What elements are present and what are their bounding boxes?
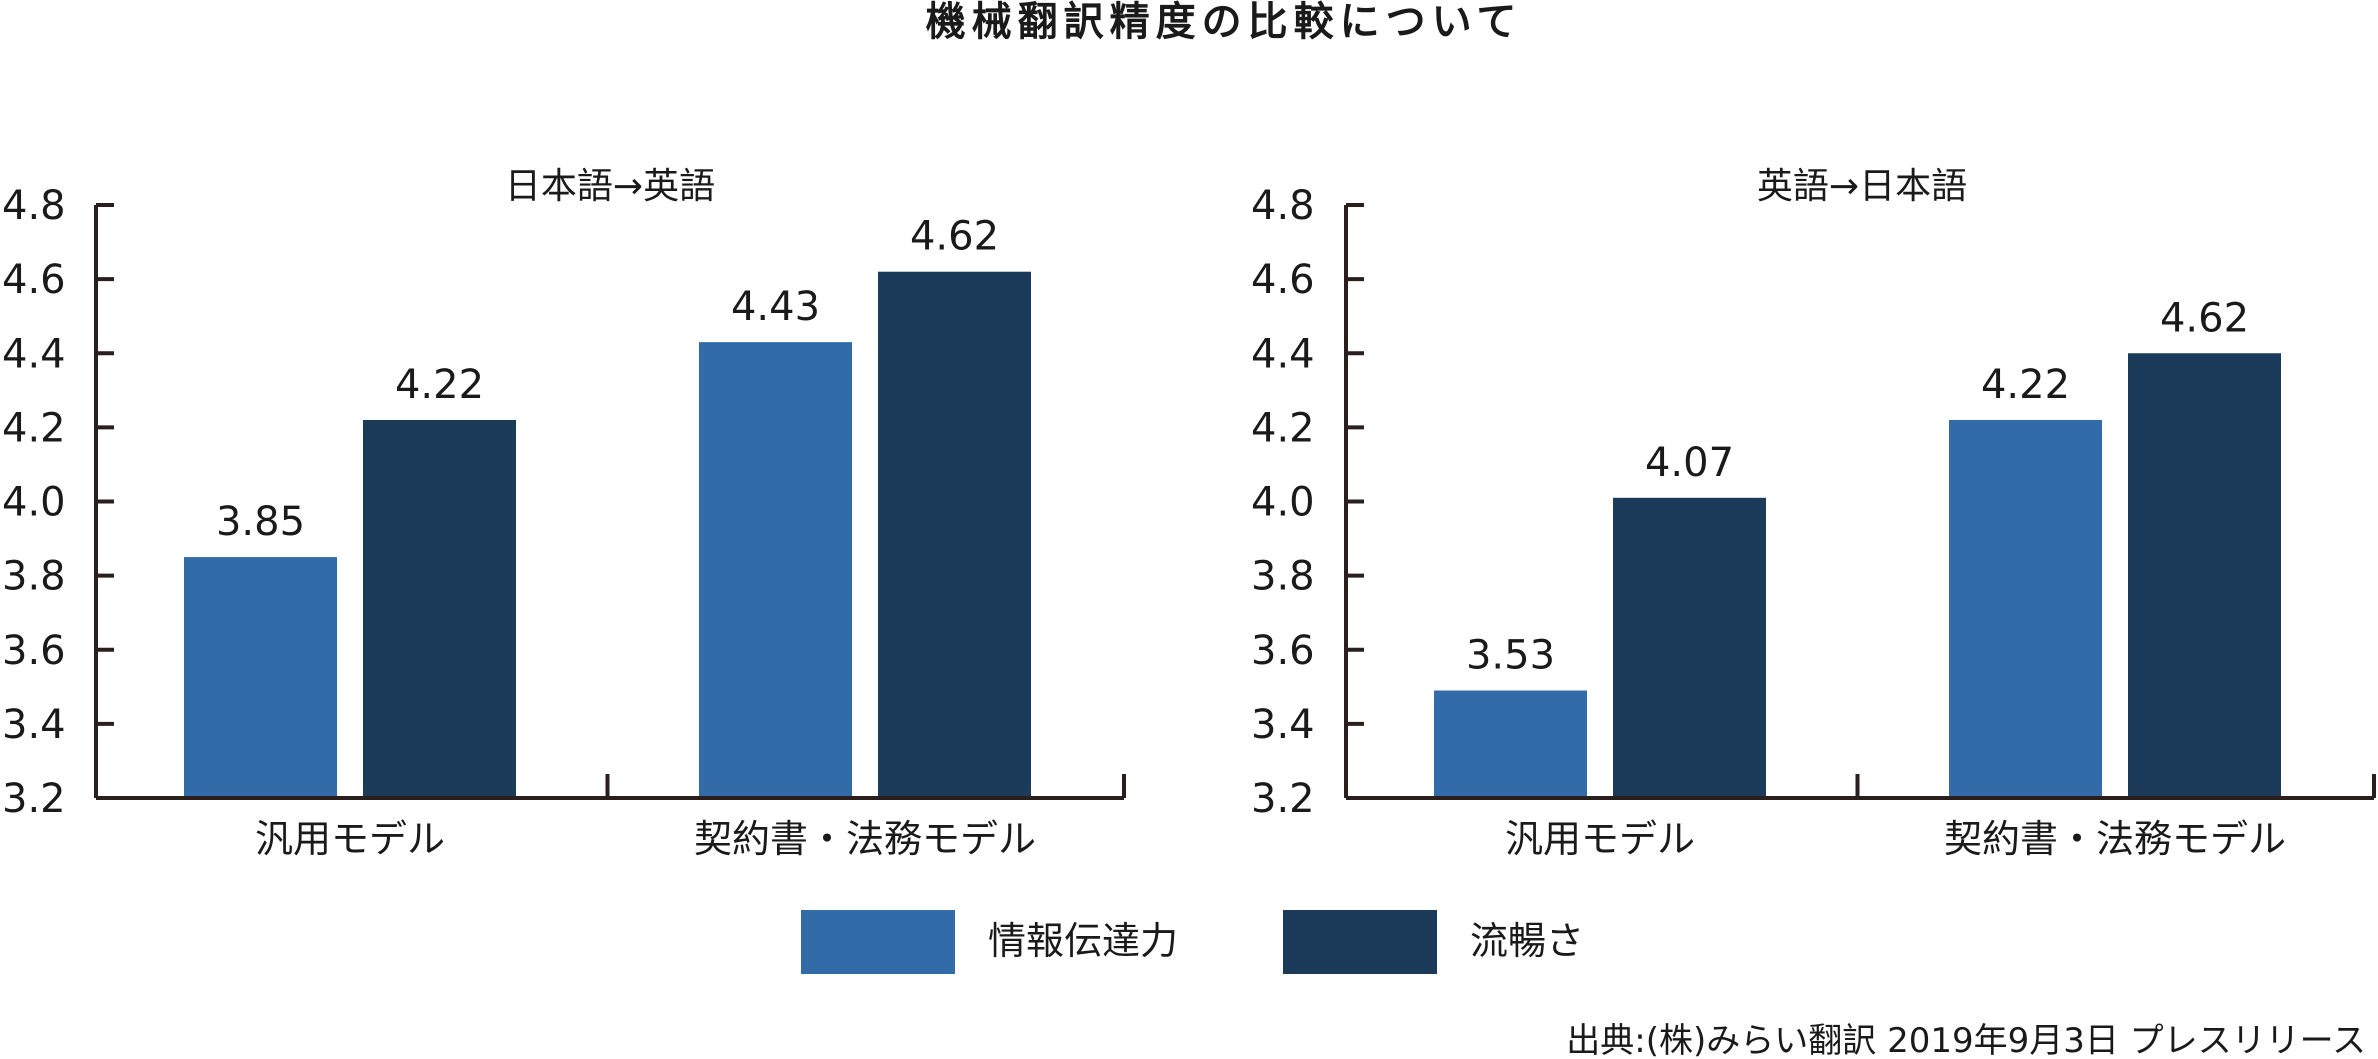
y-tick-label: 3.4 xyxy=(1251,702,1315,748)
data-label: 4.62 xyxy=(2160,295,2249,341)
bar-series1 xyxy=(699,342,852,796)
bar-series1 xyxy=(1949,419,2102,796)
x-category-label: 契約書・法務モデル xyxy=(694,817,1036,861)
data-label: 3.85 xyxy=(216,499,305,545)
legend-swatch xyxy=(1283,910,1437,974)
bar-series2 xyxy=(2128,353,2281,796)
y-tick-label: 4.8 xyxy=(2,183,66,229)
x-category-label: 汎用モデル xyxy=(255,817,445,861)
y-tick-label: 4.6 xyxy=(1251,257,1315,303)
y-tick-label: 3.4 xyxy=(2,702,66,748)
y-tick-label: 3.6 xyxy=(1251,628,1315,674)
data-label: 3.53 xyxy=(1466,633,1555,679)
legend-label: 情報伝達力 xyxy=(988,919,1178,963)
chart-subtitle: 英語→日本語 xyxy=(1757,166,1967,207)
data-label: 4.62 xyxy=(910,214,999,260)
bar-series2 xyxy=(363,419,516,796)
y-tick-label: 4.6 xyxy=(2,257,66,303)
y-tick-label: 4.0 xyxy=(2,480,66,526)
legend-label: 流暢さ xyxy=(1470,919,1584,963)
y-tick-label: 4.4 xyxy=(1251,331,1315,377)
y-tick-label: 4.2 xyxy=(1251,405,1315,451)
x-category-label: 汎用モデル xyxy=(1505,817,1695,861)
data-label: 4.07 xyxy=(1645,440,1734,486)
y-tick-label: 4.8 xyxy=(1251,183,1315,229)
y-tick-label: 4.2 xyxy=(2,405,66,451)
bar-series2 xyxy=(878,271,1031,796)
y-tick-label: 3.2 xyxy=(1251,776,1315,822)
y-tick-label: 4.4 xyxy=(2,331,66,377)
y-tick-label: 3.8 xyxy=(1251,554,1315,600)
legend-swatch xyxy=(801,910,955,974)
x-category-label: 契約書・法務モデル xyxy=(1944,817,2286,861)
y-tick-label: 4.0 xyxy=(1251,480,1315,526)
data-label: 4.22 xyxy=(1981,362,2070,408)
chart-title: 機械翻訳精度の比較について xyxy=(926,0,1523,45)
chart-subtitle: 日本語→英語 xyxy=(505,166,715,207)
bar-series2 xyxy=(1613,497,1766,796)
bar-series1 xyxy=(1434,690,1587,796)
y-tick-label: 3.6 xyxy=(2,628,66,674)
data-label: 4.22 xyxy=(395,362,484,408)
bar-series1 xyxy=(184,557,337,796)
source-note: 出典:(株)みらい翻訳 2019年9月3日 プレスリリース xyxy=(1566,1021,2366,1059)
data-label: 4.43 xyxy=(731,284,820,330)
y-tick-label: 3.2 xyxy=(2,776,66,822)
y-tick-label: 3.8 xyxy=(2,554,66,600)
